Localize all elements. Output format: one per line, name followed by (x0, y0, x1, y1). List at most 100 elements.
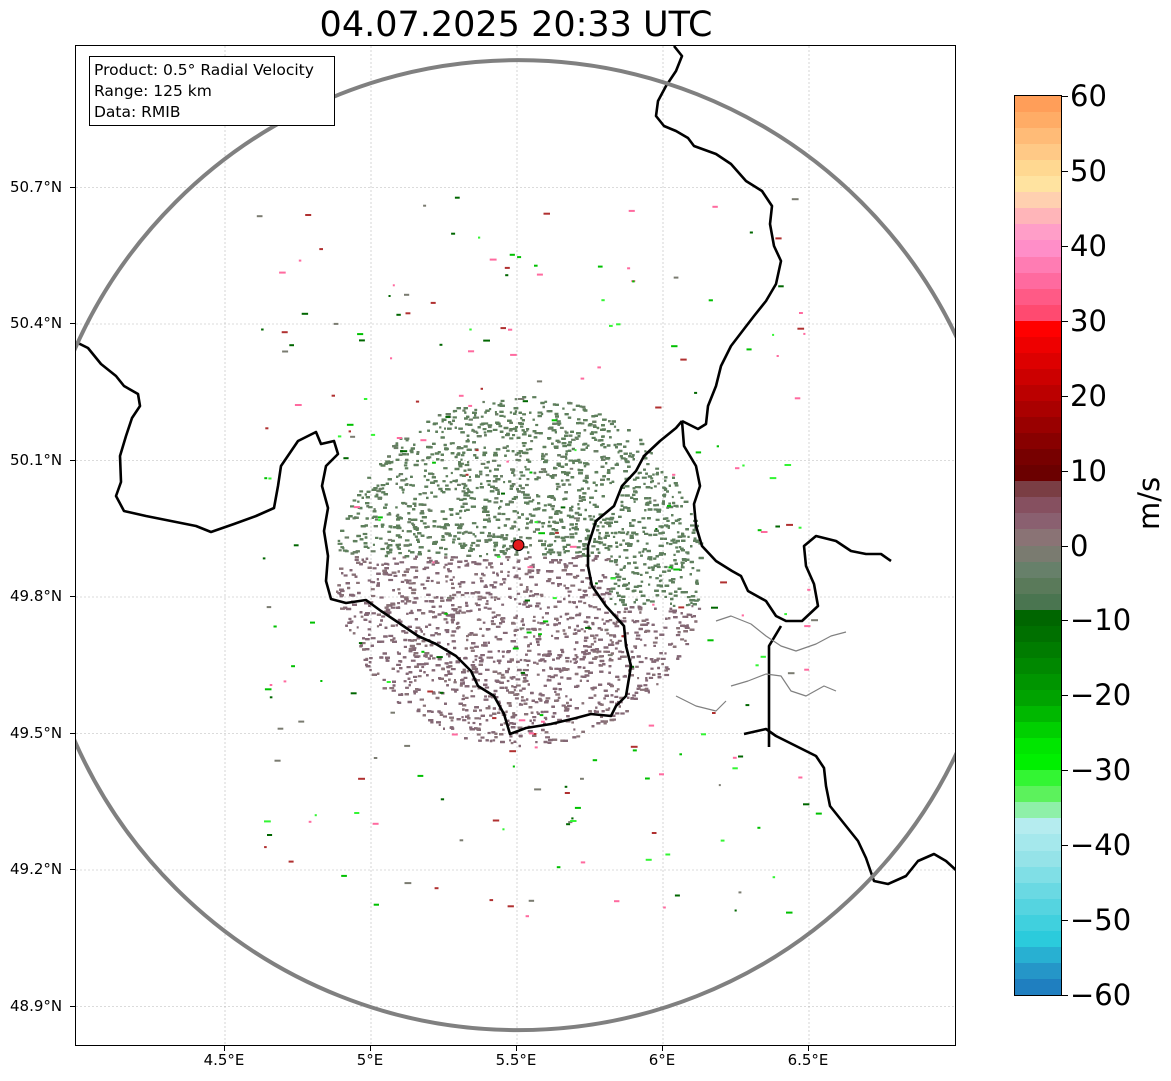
admin-border (715, 615, 847, 652)
colorbar-tick-label: 0 (1070, 528, 1089, 563)
colorbar-segment (1015, 256, 1061, 274)
admin-border (730, 673, 837, 697)
colorbar-segment (1015, 545, 1061, 563)
colorbar-segment (1015, 465, 1061, 482)
colorbar-segment (1015, 336, 1061, 354)
colorbar-tick (1062, 96, 1068, 97)
velocity-colorbar (1014, 95, 1062, 996)
colorbar-segment (1015, 176, 1061, 193)
colorbar-segment (1015, 529, 1061, 547)
colorbar-segment (1015, 384, 1061, 402)
radar-site-marker (512, 539, 525, 552)
colorbar-unit-label: m/s (1132, 476, 1166, 530)
colorbar-segment (1015, 946, 1061, 964)
colorbar-tick-label: −20 (1070, 678, 1132, 713)
latitude-tick-label: 48.9°N (10, 996, 63, 1015)
latitude-tick (70, 459, 75, 461)
colorbar-segment (1015, 433, 1061, 450)
colorbar-segment (1015, 722, 1061, 739)
colorbar-segment (1015, 449, 1061, 466)
colorbar-segment (1015, 593, 1061, 611)
colorbar-tick (1062, 545, 1068, 547)
colorbar-tick-label: 50 (1070, 153, 1107, 188)
colorbar-segment (1015, 689, 1061, 707)
latitude-tick-label: 50.7°N (10, 177, 63, 196)
colorbar-tick (1062, 395, 1068, 397)
colorbar-segment (1015, 786, 1061, 803)
colorbar-segment (1015, 368, 1061, 386)
latitude-tick-label: 49.5°N (10, 723, 63, 742)
colorbar-segment (1015, 272, 1061, 290)
colorbar-segment (1015, 978, 1061, 995)
colorbar-segment (1015, 224, 1061, 242)
colorbar-segment (1015, 882, 1061, 900)
latitude-tick-label: 50.1°N (10, 450, 63, 469)
latitude-tick (70, 732, 75, 734)
colorbar-tick (1062, 695, 1068, 697)
radar-map-canvas (76, 46, 955, 1045)
latitude-tick-label: 49.2°N (10, 860, 63, 878)
colorbar-segment (1015, 641, 1061, 659)
colorbar-segment (1015, 898, 1061, 916)
latitude-tick (70, 596, 75, 597)
border-segment (767, 625, 783, 747)
country-borders (76, 46, 955, 886)
longitude-tick-label: 6°E (648, 1051, 676, 1069)
colorbar-segment (1015, 673, 1061, 691)
colorbar-tick (1062, 995, 1068, 996)
colorbar-tick-label: 10 (1070, 453, 1107, 488)
colorbar-segment (1015, 914, 1061, 932)
colorbar-segment (1015, 192, 1061, 209)
colorbar-segment (1015, 96, 1061, 113)
longitude-tick (662, 1046, 663, 1051)
colorbar-tick-label: 60 (1070, 79, 1107, 113)
map-title: 04.07.2025 20:33 UTC (319, 5, 713, 45)
colorbar-segment (1015, 144, 1061, 161)
colorbar-segment (1015, 288, 1061, 306)
latitude-tick-label: 49.8°N (10, 587, 63, 605)
colorbar-tick (1062, 470, 1068, 472)
latitude-tick-label: 50.4°N (10, 314, 63, 332)
colorbar-segment (1015, 320, 1061, 338)
colorbar-segment (1015, 866, 1061, 884)
colorbar-segment (1015, 657, 1061, 675)
radar-echoes (256, 196, 822, 918)
colorbar-tick (1062, 170, 1068, 172)
colorbar-segment (1015, 962, 1061, 980)
colorbar-segment (1015, 304, 1061, 322)
product-info-box: Product: 0.5° Radial Velocity Range: 125… (89, 56, 335, 126)
colorbar-tick-label: −10 (1070, 603, 1132, 638)
latitude-tick (70, 1005, 75, 1007)
colorbar-segment (1015, 240, 1061, 258)
product-label: Product: 0.5° Radial Velocity (94, 61, 314, 79)
colorbar-tick-label: −60 (1070, 978, 1132, 1012)
colorbar-segment (1015, 497, 1061, 514)
border-west (76, 340, 683, 736)
colorbar-tick-label: 40 (1070, 228, 1107, 263)
colorbar-segment (1015, 513, 1061, 531)
longitude-tick-label: 6.5°E (787, 1051, 829, 1069)
radar-map[interactable] (75, 45, 956, 1046)
longitude-tick (516, 1046, 517, 1051)
latitude-tick (70, 869, 75, 870)
latitude-tick (70, 186, 75, 188)
range-label: Range: 125 km (94, 82, 212, 100)
colorbar-segment (1015, 754, 1061, 771)
colorbar-segment (1015, 609, 1061, 627)
admin-border (675, 695, 727, 712)
border-north-east (654, 46, 783, 431)
longitude-tick (224, 1046, 225, 1051)
colorbar-segment (1015, 112, 1061, 129)
colorbar-segment (1015, 160, 1061, 177)
colorbar-segment (1015, 850, 1061, 868)
data-source-label: Data: RMIB (94, 103, 181, 121)
border-south-east (743, 727, 955, 886)
colorbar-tick-label: −40 (1070, 828, 1132, 863)
colorbar-tick (1062, 620, 1068, 622)
colorbar-segment (1015, 401, 1061, 418)
colorbar-segment (1015, 738, 1061, 755)
colorbar-tick (1062, 920, 1068, 922)
longitude-tick (370, 1046, 371, 1051)
colorbar-tick (1062, 245, 1068, 247)
colorbar-segment (1015, 577, 1061, 595)
